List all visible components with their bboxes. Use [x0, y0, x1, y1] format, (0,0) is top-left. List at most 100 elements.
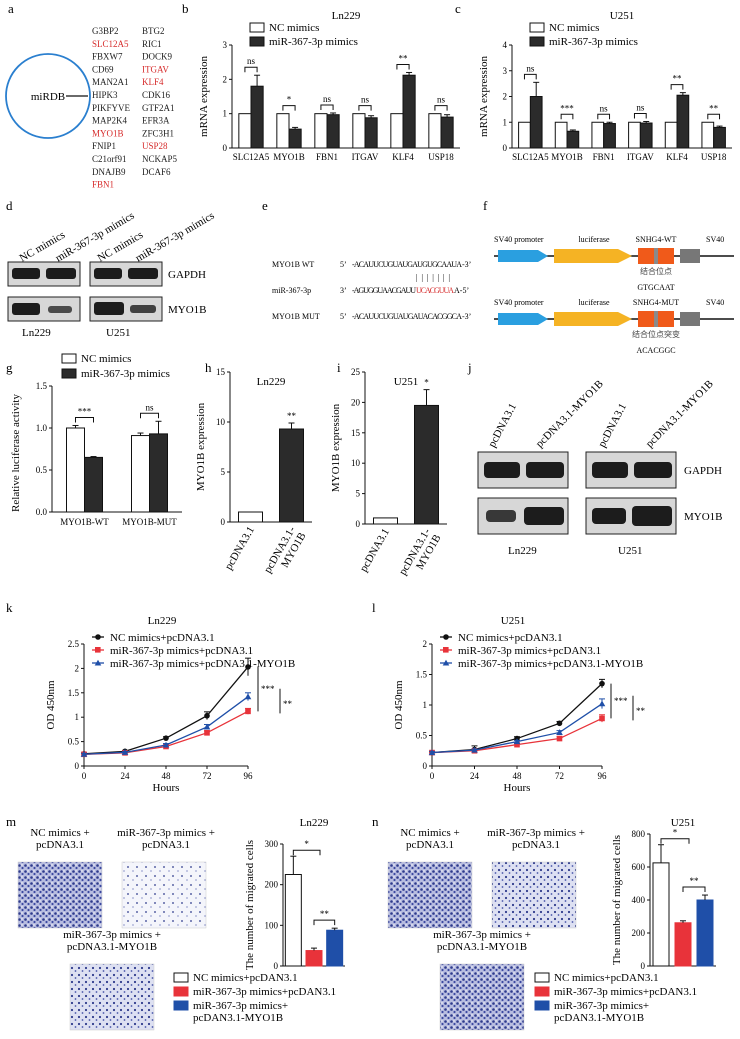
lane-label: miR-367-3p mimics — [134, 210, 217, 265]
data-point — [599, 715, 605, 722]
chart-i: 0 5 10 15 20 25 MYO1B expression U251 pcDNA3.1 pc… — [330, 367, 447, 583]
x-tick-label: 72 — [555, 771, 564, 781]
bar — [288, 128, 302, 149]
y-tick-label: 15 — [351, 428, 361, 438]
blot-cell-label: Ln229 — [508, 545, 537, 557]
legend-marker — [95, 647, 101, 653]
blot-band — [592, 462, 628, 478]
significance-label: * — [673, 828, 678, 838]
panel-letter-n: n — [372, 814, 379, 829]
lane-label: pcDNA3.1-MYO1B — [644, 378, 716, 450]
bar — [149, 433, 168, 513]
y-tick-label: 1.5 — [416, 670, 428, 680]
data-point — [556, 735, 563, 742]
panel-letter-l: l — [372, 600, 376, 615]
y-tick-label: 4 — [503, 40, 508, 50]
blot-band — [632, 506, 672, 526]
seq-suffix: -3’ — [462, 312, 471, 321]
blot-band — [94, 302, 124, 315]
chart-title: Ln229 — [300, 817, 329, 829]
legend-marker — [95, 634, 101, 640]
bar — [554, 121, 568, 149]
blot-band — [128, 268, 158, 279]
gene-label: C21orf91 — [92, 154, 127, 164]
chart-l: 0 0.5 1 1.5 2 OD 450nm U251 0 24 48 72 96 Hours NC mi… — [393, 615, 646, 794]
blot-row-label: GAPDH — [684, 465, 722, 477]
y-tick-label: 10 — [351, 458, 361, 468]
blot-cell-label: U251 — [106, 327, 130, 339]
gene-label: FBN1 — [92, 180, 114, 190]
gene-label: G3BP2 — [92, 26, 119, 36]
blot-cell-label: Ln229 — [22, 327, 51, 339]
chart-n: 0 200 400 600 800 The number of migrated cell… — [534, 817, 716, 1024]
significance-label: ** — [399, 53, 409, 63]
x-tick-label: SLC12A5 — [233, 152, 270, 162]
y-axis-label: OD 450nm — [393, 680, 405, 730]
gene-list-col1: G3BP2 SLC12A5 FBXW7 CD69 MAN2A1 HIPK3 PIKFYVE M… — [92, 26, 131, 190]
significance-bracket — [682, 886, 706, 893]
promoter-arrow — [498, 250, 548, 262]
data-point — [80, 750, 88, 757]
x-tick-label: KLF4 — [666, 152, 688, 162]
x-tick-label: USP18 — [701, 152, 727, 162]
bar — [639, 122, 653, 149]
data-point — [204, 712, 210, 719]
blot-band — [526, 462, 564, 478]
mirdb-circle — [5, 53, 91, 139]
x-tick-label: 96 — [244, 771, 254, 781]
legend-label: miR-367-3p mimics — [269, 36, 358, 48]
data-point — [556, 729, 563, 735]
bar — [414, 404, 439, 525]
luciferase-arrow — [554, 312, 632, 326]
x-tick-label: pcDNA3.1 — [223, 525, 257, 573]
data-point — [599, 680, 605, 687]
bar — [428, 113, 442, 149]
x-axis-label: Hours — [153, 782, 180, 794]
seq-prefix: 5’ — [340, 312, 347, 321]
data-point — [598, 700, 606, 707]
bar — [250, 85, 264, 149]
panel-letter-d: d — [6, 198, 13, 213]
blot-cell-label: U251 — [618, 545, 642, 557]
x-tick-label: KLF4 — [392, 152, 414, 162]
promoter-label: SV40 promoter — [494, 298, 544, 307]
promoter-arrow — [498, 313, 548, 325]
legend-label: miR-367-3p mimics+pcDNA3.1-MYO1B — [110, 658, 295, 670]
chart-h: 0 5 10 15 MYO1B expression Ln229 pcDNA3.1 pcDNA… — [195, 367, 312, 575]
y-tick-label: 0 — [356, 519, 361, 529]
sv40-tail-box — [680, 312, 700, 326]
x-tick-label: pcDNA3.1-MYO1B — [397, 526, 444, 583]
panel-f: SV40 promoter luciferase SNHG4-WT SV40 结合位点 G… — [494, 235, 734, 355]
data-point — [244, 693, 252, 700]
legend-label: NC mimics+pcDAN3.1 — [458, 632, 563, 644]
panel-letter-b: b — [182, 1, 189, 16]
gene-label: CD69 — [92, 64, 114, 74]
chart-title: Ln229 — [148, 615, 177, 627]
seq-row-name: MYO1B MUT — [272, 312, 320, 321]
data-point — [471, 746, 478, 753]
seq-row-name: miR-367-3p — [272, 286, 311, 295]
significance-bracket — [523, 73, 537, 80]
chart-g: 0.0 0.5 1.0 1.5 Relative luciferase activity… — [10, 353, 182, 527]
legend-label: NC mimics — [269, 22, 319, 34]
y-tick-label: 1 — [503, 117, 508, 127]
legend-label: NC mimics — [81, 353, 131, 365]
y-tick-label: 3 — [223, 40, 228, 50]
bar — [674, 922, 692, 967]
seq-a: -AGUGGUAACGAUU — [352, 286, 416, 295]
luciferase-label: luciferase — [578, 235, 610, 244]
significance-bracket — [660, 838, 690, 844]
blot-band — [130, 305, 156, 313]
legend-label: NC mimics+pcDAN3.1 — [554, 972, 659, 984]
data-point — [513, 738, 521, 745]
x-tick-label: MYO1B-MUT — [122, 517, 177, 527]
y-tick-label: 1.0 — [36, 423, 48, 433]
legend-swatch — [249, 36, 265, 47]
panel-letter-i: i — [337, 360, 341, 375]
image-label: miR-367-3p mimics + pcDNA3.1-MYO1B — [63, 929, 161, 953]
significance-bracket — [244, 66, 258, 73]
image-label: miR-367-3p mimics + pcDNA3.1 — [487, 827, 585, 851]
significance-bracket — [560, 113, 574, 120]
bar — [352, 113, 366, 149]
transwell-image — [17, 861, 103, 929]
